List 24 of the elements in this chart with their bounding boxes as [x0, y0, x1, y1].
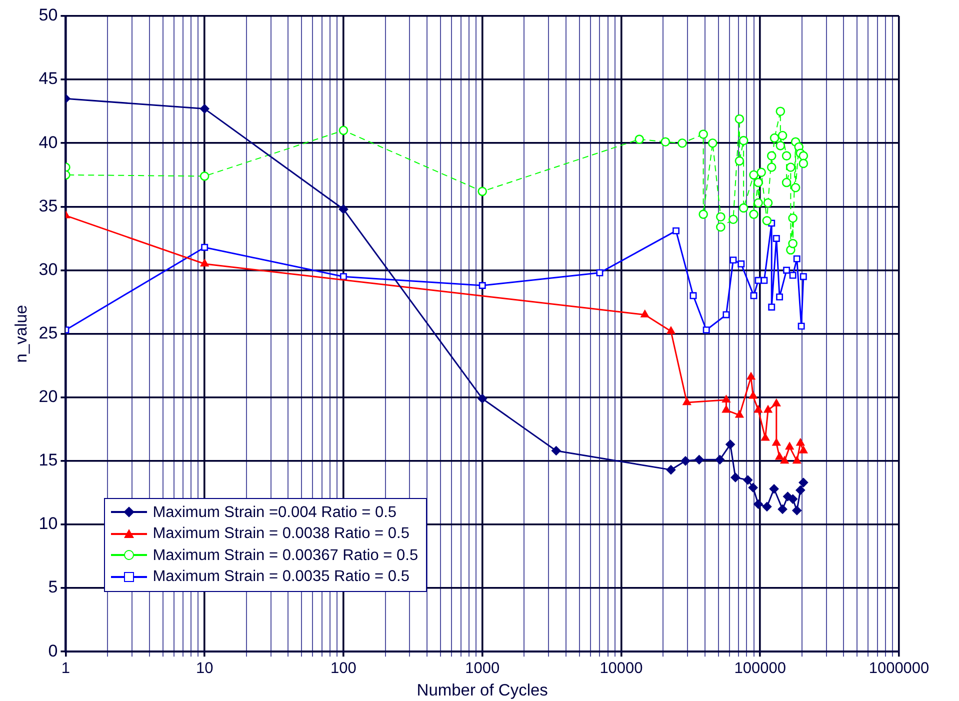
y-tick-label: 30	[38, 260, 58, 279]
x-axis-title: Number of Cycles	[416, 682, 548, 700]
legend-label: Maximum Strain =0.004 Ratio = 0.5	[152, 502, 397, 523]
y-tick-label: 20	[38, 387, 58, 406]
x-tick-label: 10000	[600, 660, 644, 678]
x-tick-label: 1	[61, 660, 70, 678]
legend-label: Maximum Strain = 0.00367 Ratio = 0.5	[152, 546, 418, 566]
y-tick-label: 35	[38, 196, 58, 216]
x-tick-label: 1000000	[868, 660, 930, 678]
y-tick-label: 0	[48, 641, 58, 660]
y-tick-label: 5	[48, 578, 58, 597]
x-tick-label: 100	[330, 660, 357, 678]
y-tick-label: 40	[38, 132, 58, 152]
y-tick-label: 10	[38, 514, 58, 534]
y-tick-label: 50	[38, 6, 58, 25]
y-tick-label: 25	[38, 323, 58, 342]
y-tick-label: 45	[38, 69, 58, 88]
x-tick-label: 1000	[465, 660, 500, 678]
x-tick-label: 10	[196, 660, 214, 678]
y-tick-label: 15	[38, 450, 58, 470]
legend-label: Maximum Strain = 0.0038 Ratio = 0.5	[152, 524, 410, 544]
x-tick-label: 100000	[734, 660, 786, 678]
legend-label: Maximum Strain = 0.0035 Ratio = 0.5	[152, 567, 410, 588]
y-axis-title: n_value	[12, 304, 30, 363]
